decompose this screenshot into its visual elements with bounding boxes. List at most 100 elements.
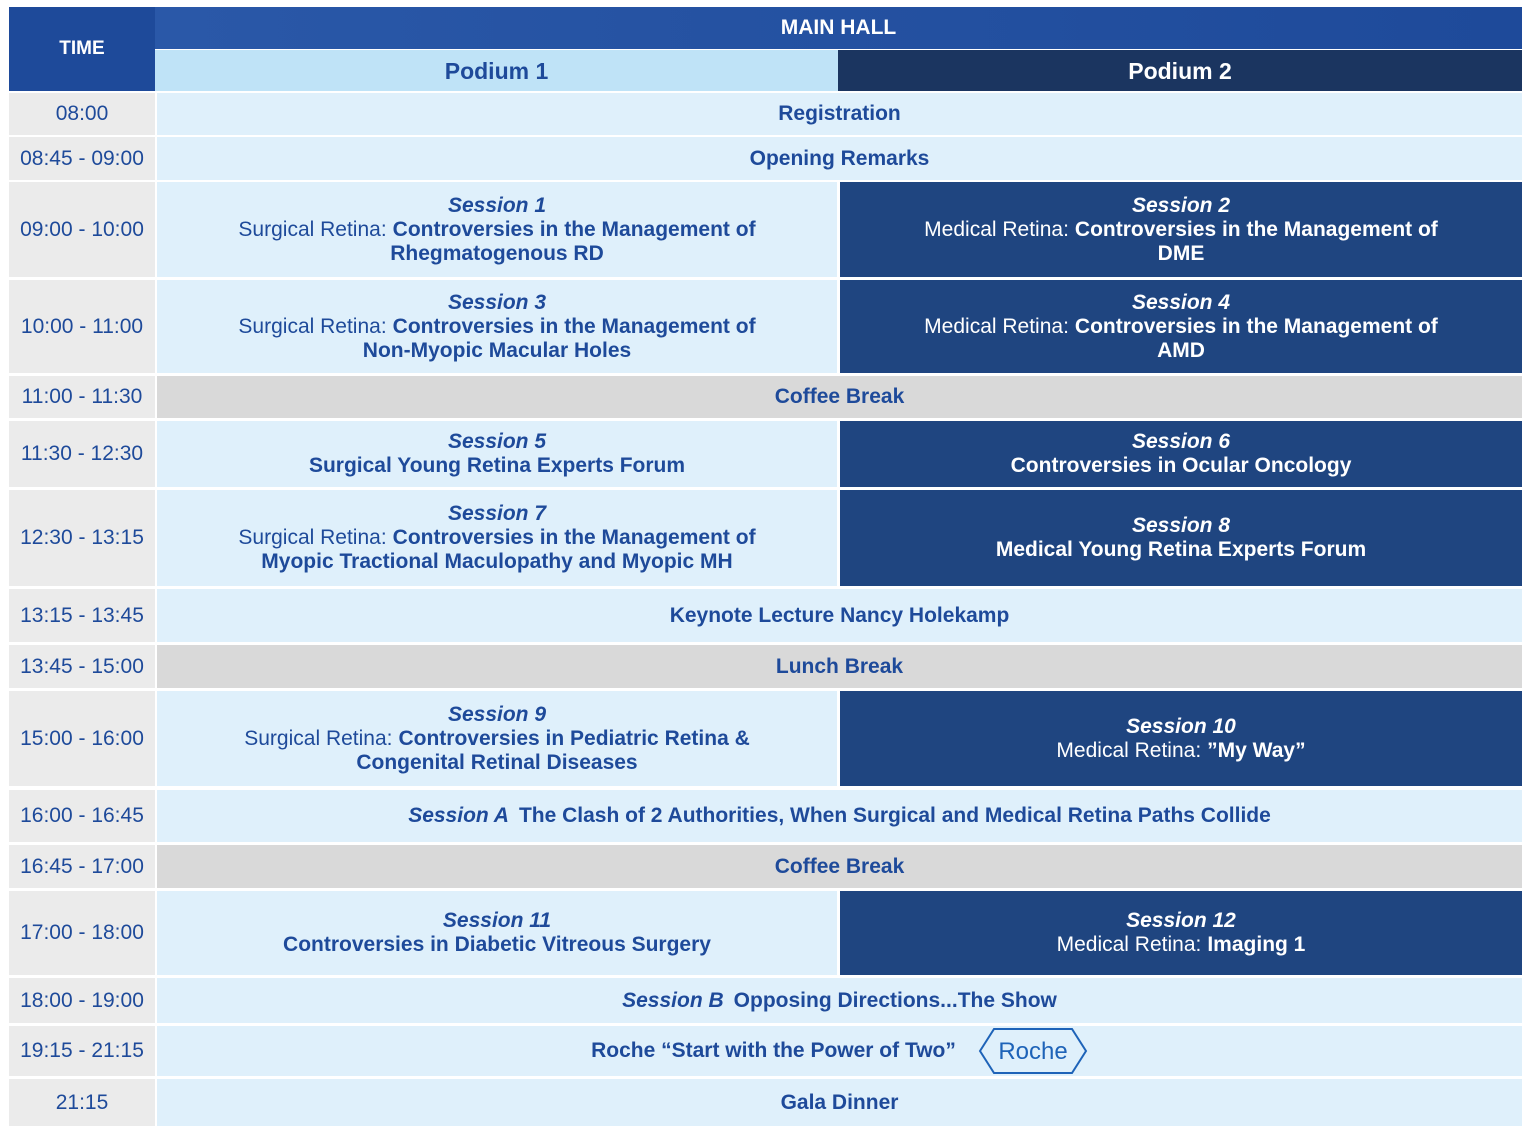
time-cell: 13:45 - 15:00: [9, 645, 155, 688]
session-cell: Session 1 Surgical Retina: Controversies i…: [157, 182, 837, 277]
time-cell: 10:00 - 11:00: [9, 280, 155, 373]
session-label: Session 5: [447, 430, 547, 453]
session-title: Controversies in the Management of Myopi…: [261, 526, 756, 573]
session-text: Controversies in Diabetic Vitreous Surge…: [283, 933, 711, 957]
event-title: Coffee Break: [774, 385, 905, 408]
session-title: Controversies in the Management of Rhegm…: [390, 217, 756, 265]
session-cell: Session 9 Surgical Retina: Controversies i…: [157, 691, 837, 786]
session-title: Medical Young Retina Experts Forum: [995, 538, 1367, 561]
session-label: Session A: [408, 804, 509, 827]
time-cell: 13:15 - 13:45: [9, 589, 155, 642]
session-cell: Session 8 Medical Young Retina Experts Fo…: [840, 490, 1522, 586]
session-title: Controversies in Diabetic Vitreous Surge…: [283, 933, 711, 956]
full-cell: Session B Opposing Directions...The Show: [157, 978, 1522, 1023]
session-text: Controversies in Ocular Oncology: [1011, 454, 1352, 478]
full-cell: Coffee Break: [157, 845, 1522, 888]
session-text: Surgical Retina: Controversies in the Man…: [217, 526, 777, 574]
logo: Roche: [978, 1028, 1088, 1074]
session-label: Session 7: [447, 502, 547, 525]
full-cell: Coffee Break: [157, 376, 1522, 418]
event-title: Roche “Start with the Power of Two”: [591, 1039, 956, 1062]
time-cell: 21:15: [9, 1079, 155, 1126]
time-cell: 11:30 - 12:30: [9, 421, 155, 487]
hall-header: MAIN HALL: [155, 7, 1522, 49]
time-cell: 16:00 - 16:45: [9, 790, 155, 842]
time-cell: 12:30 - 13:15: [9, 490, 155, 586]
session-track: Medical Retina:: [924, 217, 1069, 241]
session-text: Medical Retina: ”My Way”: [1056, 739, 1305, 763]
event-title: Opposing Directions...The Show: [733, 988, 1057, 1012]
event-title: Opening Remarks: [749, 146, 930, 170]
time-header: TIME: [9, 7, 155, 91]
session-text: Medical Young Retina Experts Forum: [996, 538, 1366, 562]
podium-header: Podium 2: [838, 50, 1522, 91]
event-title: The Clash of 2 Authorities, When Surgica…: [518, 804, 1271, 827]
session-text: Medical Retina: Imaging 1: [1057, 933, 1306, 957]
session-cell: Session 11 Controversies in Diabetic Vitr…: [157, 891, 837, 975]
event-title: Registration: [778, 102, 901, 125]
session-text: Surgical Young Retina Experts Forum: [309, 454, 685, 478]
session-label: Session 12: [1126, 909, 1236, 932]
full-cell: Lunch Break: [157, 645, 1522, 688]
session-text: Medical Retina: Controversies in the Mana…: [901, 218, 1461, 266]
time-cell: 08:45 - 09:00: [9, 137, 155, 180]
full-cell: Roche “Start with the Power of Two” Roche: [157, 1026, 1522, 1076]
session-cell: Session 5 Surgical Young Retina Experts F…: [157, 421, 837, 487]
session-title: Controversies in Ocular Oncology: [1010, 454, 1352, 477]
session-title: ”My Way”: [1207, 738, 1306, 762]
time-cell: 09:00 - 10:00: [9, 182, 155, 277]
session-text: Medical Retina: Controversies in the Mana…: [901, 315, 1461, 363]
time-cell: 19:15 - 21:15: [9, 1026, 155, 1076]
event-title: Lunch Break: [775, 654, 904, 678]
full-cell: Keynote Lecture Nancy Holekamp: [157, 589, 1522, 642]
time-cell: 17:00 - 18:00: [9, 891, 155, 975]
session-track: Surgical Retina:: [238, 314, 387, 338]
session-cell: Session 4 Medical Retina: Controversies in…: [840, 280, 1522, 373]
session-track: Medical Retina:: [1056, 933, 1202, 956]
session-label: Session 9: [447, 702, 547, 726]
session-cell: Session 10 Medical Retina: ”My Way”: [840, 691, 1522, 786]
session-text: Surgical Retina: Controversies in the Man…: [217, 315, 777, 363]
session-label: Session 8: [1131, 514, 1231, 537]
session-label: Session 6: [1131, 430, 1231, 453]
session-label: Session 10: [1126, 714, 1236, 738]
session-title: Controversies in the Management of Non-M…: [362, 314, 756, 362]
session-text: Surgical Retina: Controversies in Pediatr…: [217, 727, 777, 775]
full-cell: Registration: [157, 93, 1522, 135]
time-cell: 16:45 - 17:00: [9, 845, 155, 888]
logo-text: Roche: [998, 1038, 1067, 1065]
time-cell: 18:00 - 19:00: [9, 978, 155, 1023]
session-label: Session 1: [447, 193, 547, 217]
session-cell: Session 3 Surgical Retina: Controversies i…: [157, 280, 837, 373]
session-label: Session 3: [447, 290, 547, 314]
podium-header: Podium 1: [155, 50, 838, 91]
session-cell: Session 2 Medical Retina: Controversies in…: [840, 182, 1522, 277]
event-title: Gala Dinner: [780, 1090, 899, 1114]
session-cell: Session 7 Surgical Retina: Controversies i…: [157, 490, 837, 586]
session-label: Session 4: [1131, 290, 1231, 314]
session-label: Session 11: [442, 909, 552, 932]
session-title: Surgical Young Retina Experts Forum: [308, 454, 686, 477]
session-track: Surgical Retina:: [244, 726, 393, 750]
session-track: Surgical Retina:: [238, 526, 387, 549]
time-cell: 11:00 - 11:30: [9, 376, 155, 418]
time-cell: 08:00: [9, 93, 155, 135]
session-track: Surgical Retina:: [238, 217, 387, 241]
full-cell: Gala Dinner: [157, 1079, 1522, 1126]
session-title: Controversies in the Management of AMD: [1074, 314, 1438, 362]
session-text: Surgical Retina: Controversies in the Man…: [217, 218, 777, 266]
session-title: Controversies in the Management of DME: [1074, 217, 1438, 265]
full-cell: Session A The Clash of 2 Authorities, Whe…: [157, 790, 1522, 842]
session-label: Session B: [622, 988, 724, 1012]
session-track: Medical Retina:: [924, 314, 1069, 338]
session-track: Medical Retina:: [1056, 738, 1202, 762]
session-title: Controversies in Pediatric Retina & Cong…: [356, 726, 750, 774]
event-title: Keynote Lecture Nancy Holekamp: [669, 603, 1010, 627]
logo-frame: [978, 1028, 1088, 1074]
session-cell: Session 12 Medical Retina: Imaging 1: [840, 891, 1522, 975]
session-cell: Session 6 Controversies in Ocular Oncolog…: [840, 421, 1522, 487]
event-title: Coffee Break: [774, 854, 905, 878]
session-label: Session 2: [1131, 193, 1231, 217]
session-title: Imaging 1: [1207, 933, 1306, 956]
